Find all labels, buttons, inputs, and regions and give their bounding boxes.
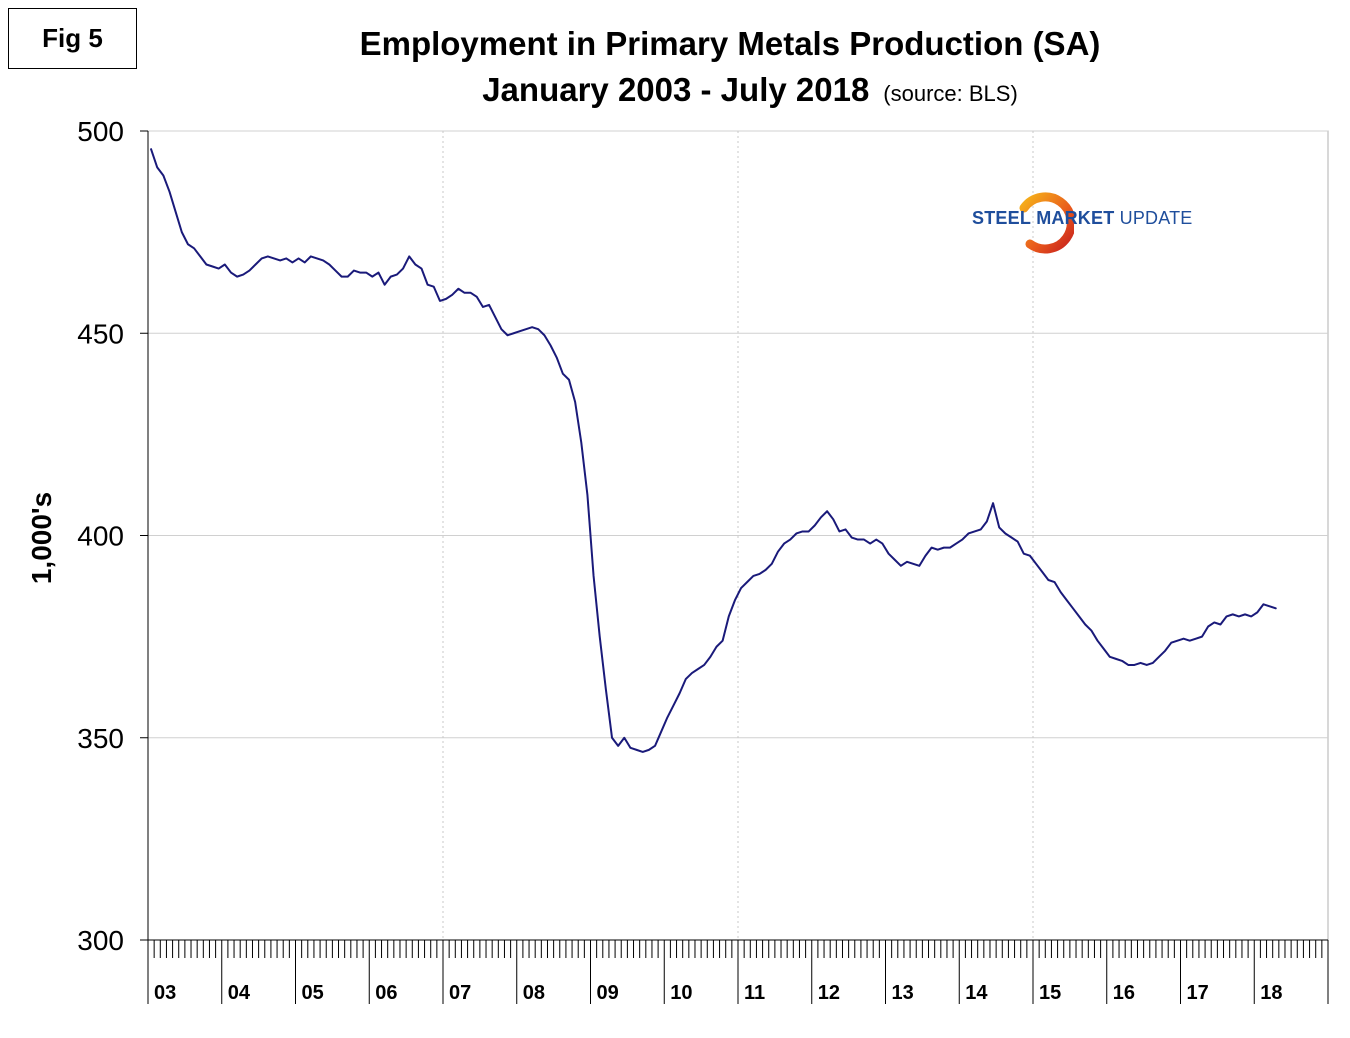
x-tick-label-06: 06 [375,982,397,1004]
logo-word-market: MARKET [1036,208,1115,228]
y-tick-label-450: 450 [77,318,124,349]
steel-market-update-logo: STEEL MARKET UPDATE [972,184,1232,254]
x-tick-label-05: 05 [302,982,324,1004]
y-tick-label-300: 300 [77,925,124,956]
x-tick-label-07: 07 [449,982,471,1004]
series-line-0 [150,148,1277,753]
logo-ring-icon [1019,192,1074,254]
chart-subtitle-row: January 2003 - July 2018 (source: BLS) [250,70,1250,114]
x-tick-label-18: 18 [1260,982,1282,1004]
logo-text: STEEL MARKET UPDATE [972,208,1193,229]
x-tick-label-09: 09 [597,982,619,1004]
x-tick-label-10: 10 [670,982,692,1004]
x-tick-label-03: 03 [154,982,176,1004]
x-tick-label-13: 13 [892,982,914,1004]
x-tick-label-15: 15 [1039,982,1061,1004]
y-tick-label-400: 400 [77,521,124,552]
logo-word-update: UPDATE [1119,208,1193,228]
figure-label: Fig 5 [8,8,137,69]
x-tick-label-12: 12 [818,982,840,1004]
x-tick-label-04: 04 [228,982,251,1004]
x-tick-label-16: 16 [1113,982,1135,1004]
y-tick-label-350: 350 [77,723,124,754]
logo-word-steel: STEEL [972,208,1032,228]
x-tick-label-08: 08 [523,982,545,1004]
chart-subtitle: January 2003 - July 2018 [482,71,870,108]
chart-title: Employment in Primary Metals Production … [359,25,1101,62]
x-tick-label-17: 17 [1187,982,1209,1004]
source-note: (source: BLS) [883,81,1018,106]
x-tick-label-14: 14 [965,982,988,1004]
y-tick-label-500: 500 [77,116,124,147]
x-tick-label-11: 11 [744,982,765,1004]
